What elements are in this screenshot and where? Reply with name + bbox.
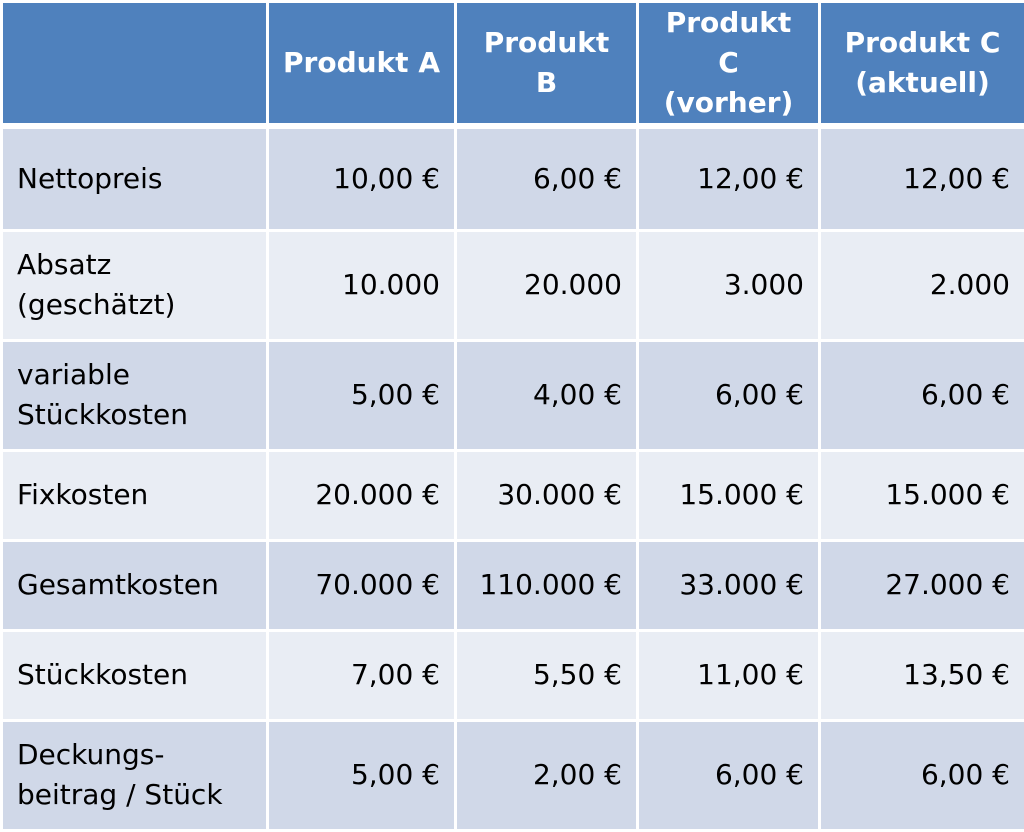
row-label: Fixkosten bbox=[2, 450, 268, 540]
value-cell: 20.000 bbox=[456, 230, 638, 340]
value-cell: 10,00 € bbox=[268, 126, 456, 230]
value-cell: 15.000 € bbox=[638, 450, 820, 540]
value-cell: 20.000 € bbox=[268, 450, 456, 540]
value-cell: 3.000 bbox=[638, 230, 820, 340]
header-cell-produkt-c-vorher: Produkt C (vorher) bbox=[638, 2, 820, 127]
value-cell: 5,00 € bbox=[268, 720, 456, 830]
value-cell: 5,50 € bbox=[456, 630, 638, 720]
table-row-deckungsbeitrag: Deckungs- beitrag / Stück 5,00 € 2,00 € … bbox=[2, 720, 1024, 830]
table-row-fixkosten: Fixkosten 20.000 € 30.000 € 15.000 € 15.… bbox=[2, 450, 1024, 540]
table-row-nettopreis: Nettopreis 10,00 € 6,00 € 12,00 € 12,00 … bbox=[2, 126, 1024, 230]
value-cell: 70.000 € bbox=[268, 540, 456, 630]
value-cell: 7,00 € bbox=[268, 630, 456, 720]
table-row-gesamtkosten: Gesamtkosten 70.000 € 110.000 € 33.000 €… bbox=[2, 540, 1024, 630]
value-cell: 10.000 bbox=[268, 230, 456, 340]
header-row: Produkt A Produkt B Produkt C (vorher) P… bbox=[2, 2, 1024, 127]
table-row-stueckkosten: Stückkosten 7,00 € 5,50 € 11,00 € 13,50 … bbox=[2, 630, 1024, 720]
value-cell: 4,00 € bbox=[456, 340, 638, 450]
value-cell: 2,00 € bbox=[456, 720, 638, 830]
value-cell: 11,00 € bbox=[638, 630, 820, 720]
value-cell: 15.000 € bbox=[820, 450, 1024, 540]
value-cell: 110.000 € bbox=[456, 540, 638, 630]
header-cell-produkt-a: Produkt A bbox=[268, 2, 456, 127]
header-cell-empty bbox=[2, 2, 268, 127]
table-header: Produkt A Produkt B Produkt C (vorher) P… bbox=[2, 2, 1024, 127]
table-body: Nettopreis 10,00 € 6,00 € 12,00 € 12,00 … bbox=[2, 126, 1024, 830]
value-cell: 6,00 € bbox=[820, 340, 1024, 450]
value-cell: 12,00 € bbox=[638, 126, 820, 230]
value-cell: 6,00 € bbox=[638, 340, 820, 450]
value-cell: 2.000 bbox=[820, 230, 1024, 340]
table-row-absatz: Absatz (geschätzt) 10.000 20.000 3.000 2… bbox=[2, 230, 1024, 340]
value-cell: 13,50 € bbox=[820, 630, 1024, 720]
value-cell: 27.000 € bbox=[820, 540, 1024, 630]
row-label: Stückkosten bbox=[2, 630, 268, 720]
header-cell-produkt-b: Produkt B bbox=[456, 2, 638, 127]
value-cell: 12,00 € bbox=[820, 126, 1024, 230]
row-label: Absatz (geschätzt) bbox=[2, 230, 268, 340]
value-cell: 6,00 € bbox=[638, 720, 820, 830]
row-label: Gesamtkosten bbox=[2, 540, 268, 630]
value-cell: 5,00 € bbox=[268, 340, 456, 450]
row-label: variable Stückkosten bbox=[2, 340, 268, 450]
row-label: Nettopreis bbox=[2, 126, 268, 230]
value-cell: 33.000 € bbox=[638, 540, 820, 630]
value-cell: 6,00 € bbox=[456, 126, 638, 230]
row-label: Deckungs- beitrag / Stück bbox=[2, 720, 268, 830]
header-cell-produkt-c-aktuell: Produkt C (aktuell) bbox=[820, 2, 1024, 127]
table-row-variable-stueckkosten: variable Stückkosten 5,00 € 4,00 € 6,00 … bbox=[2, 340, 1024, 450]
value-cell: 30.000 € bbox=[456, 450, 638, 540]
value-cell: 6,00 € bbox=[820, 720, 1024, 830]
